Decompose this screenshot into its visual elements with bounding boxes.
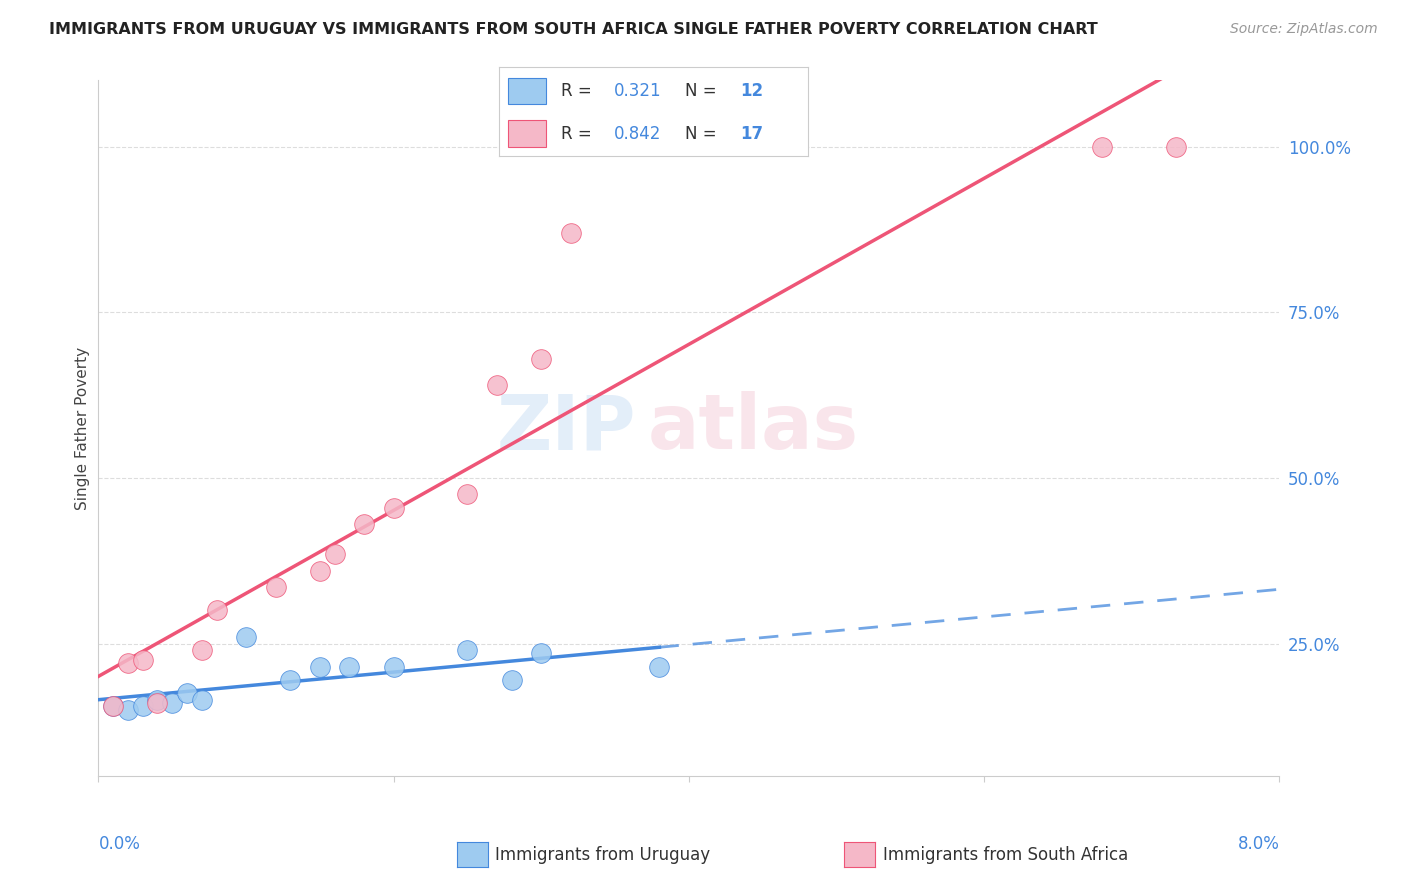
Text: N =: N = (685, 125, 721, 143)
Point (1164, 139, 1187, 153)
Point (205, 603, 228, 617)
Text: 8.0%: 8.0% (1237, 835, 1279, 853)
Text: IMMIGRANTS FROM URUGUAY VS IMMIGRANTS FROM SOUTH AFRICA SINGLE FATHER POVERTY CO: IMMIGRANTS FROM URUGUAY VS IMMIGRANTS FR… (49, 22, 1098, 37)
Point (308, 564, 332, 578)
Y-axis label: Single Father Poverty: Single Father Poverty (75, 347, 90, 509)
Point (530, 647, 553, 661)
Point (278, 673, 302, 687)
Point (264, 580, 287, 594)
Point (176, 686, 198, 700)
Text: Immigrants from Uruguay: Immigrants from Uruguay (495, 846, 710, 863)
Point (308, 659, 332, 673)
Point (530, 351, 553, 366)
Point (485, 378, 508, 392)
Text: 12: 12 (741, 82, 763, 100)
Point (162, 696, 183, 710)
Point (501, 673, 523, 687)
Point (456, 643, 478, 657)
Point (132, 653, 155, 667)
Point (560, 226, 582, 240)
Text: N =: N = (685, 82, 721, 100)
Text: 0.0%: 0.0% (98, 835, 141, 853)
Text: atlas: atlas (648, 392, 859, 465)
Point (456, 487, 478, 501)
Point (191, 643, 214, 657)
Point (117, 657, 139, 671)
Point (337, 659, 360, 673)
Text: R =: R = (561, 82, 598, 100)
Point (117, 703, 139, 717)
Point (146, 696, 169, 710)
Text: ZIP: ZIP (496, 392, 636, 465)
FancyBboxPatch shape (509, 78, 546, 104)
Point (191, 693, 214, 707)
FancyBboxPatch shape (509, 120, 546, 147)
Point (103, 699, 125, 714)
Text: 0.842: 0.842 (613, 125, 661, 143)
Point (648, 659, 671, 673)
Point (323, 547, 346, 561)
Point (382, 659, 405, 673)
Text: 17: 17 (741, 125, 763, 143)
Point (132, 699, 155, 714)
Text: 0.321: 0.321 (613, 82, 661, 100)
Point (146, 693, 169, 707)
Point (1091, 139, 1114, 153)
Point (103, 699, 125, 714)
Point (235, 630, 257, 644)
Text: R =: R = (561, 125, 598, 143)
Text: Immigrants from South Africa: Immigrants from South Africa (883, 846, 1128, 863)
Point (382, 500, 405, 515)
Text: Source: ZipAtlas.com: Source: ZipAtlas.com (1230, 22, 1378, 37)
Point (353, 517, 375, 532)
